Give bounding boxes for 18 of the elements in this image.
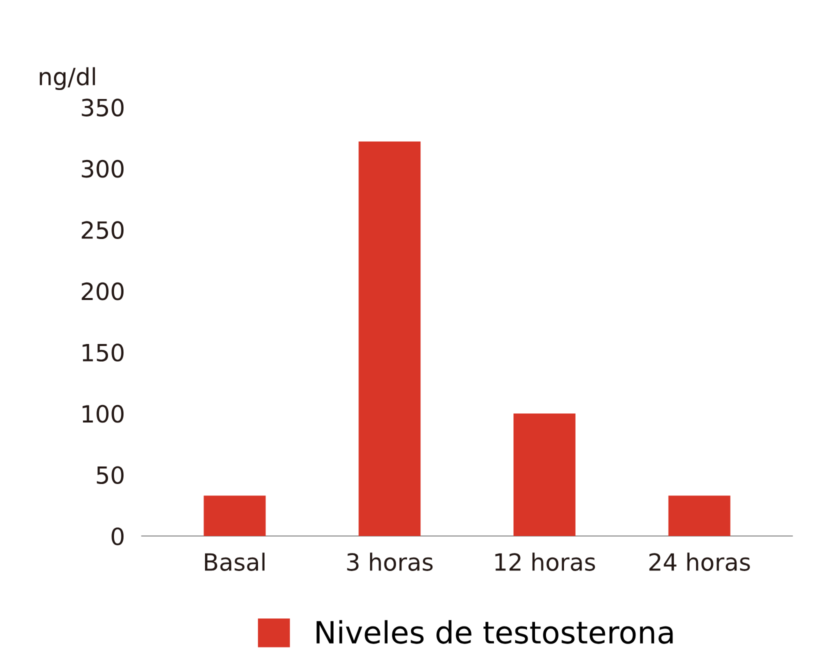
- y-tick-label: 200: [82, 282, 124, 300]
- x-tick-label: 12 horas: [495, 552, 596, 571]
- bar: [668, 496, 730, 536]
- x-tick-label: 3 horas: [347, 552, 433, 571]
- y-tick-label: 0: [112, 527, 124, 546]
- y-tick-label: 150: [82, 344, 124, 362]
- legend-label: Niveles de testosterona: [316, 620, 673, 644]
- bar: [204, 496, 266, 536]
- bar: [358, 142, 421, 536]
- y-axis-title: ng/dl: [40, 67, 95, 90]
- y-tick-label: 350: [82, 98, 124, 117]
- y-tick-label: 250: [82, 221, 124, 240]
- y-tick-label: 50: [96, 466, 124, 484]
- y-tick-label: 300: [82, 160, 124, 178]
- x-tick-label: Basal: [205, 552, 264, 571]
- x-tick-label: 24 horas: [649, 552, 750, 571]
- bar: [514, 413, 576, 536]
- y-tick-label: 100: [82, 404, 124, 423]
